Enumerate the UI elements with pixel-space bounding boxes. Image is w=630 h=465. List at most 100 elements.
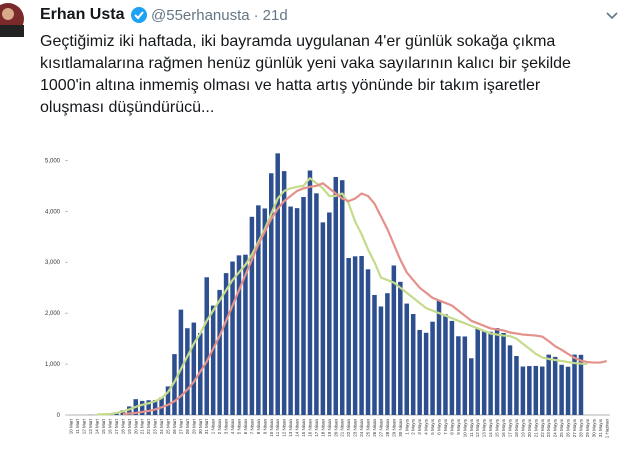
x-tick-label: 12 Mart <box>82 418 87 434</box>
y-tick-label: 4,000 <box>45 209 61 215</box>
bar <box>365 269 371 415</box>
text-line: 1000'in altına inmemiş olması ve hatta a… <box>40 77 541 94</box>
x-tick-label: 6 Nisan <box>243 419 248 435</box>
x-tick-label: 11 Nisan <box>275 419 280 437</box>
bar <box>578 354 584 415</box>
x-tick-label: 30 Nisan <box>398 419 403 437</box>
bar <box>152 400 158 415</box>
bar <box>230 261 235 415</box>
bar <box>249 216 255 415</box>
x-tick-label: 18 Nisan <box>320 419 325 437</box>
x-tick-label: 30 Mayıs <box>591 418 596 437</box>
x-tick-label: 17 Mayıs <box>507 418 512 437</box>
bar <box>378 306 384 415</box>
y-tick-label: 1,000 <box>45 362 61 368</box>
bar <box>520 366 526 415</box>
x-tick-label: 15 Nisan <box>301 419 306 437</box>
bar <box>391 265 397 415</box>
bar <box>236 255 242 415</box>
x-tick-label: 27 Mart <box>178 418 183 434</box>
menu-chevron[interactable] <box>604 8 620 24</box>
x-tick-label: 24 Nisan <box>359 419 364 437</box>
bar <box>385 293 390 415</box>
bar <box>288 206 293 415</box>
bar <box>488 331 493 415</box>
bar <box>243 254 248 415</box>
x-tick-label: 20 Mart <box>133 418 138 434</box>
x-tick-label: 13 Mart <box>88 418 93 434</box>
x-tick-label: 11 Mayıs <box>469 418 474 437</box>
x-tick-label: 11 Mart <box>75 418 80 434</box>
bar <box>372 294 377 415</box>
verified-badge <box>131 7 147 23</box>
bar <box>178 309 184 415</box>
bar <box>507 345 513 415</box>
x-tick-label: 8 Mayıs <box>449 418 454 435</box>
bar <box>527 366 532 415</box>
x-tick-label: 17 Nisan <box>314 419 319 437</box>
x-tick-label: 19 Mart <box>127 418 132 434</box>
bar <box>339 180 345 415</box>
x-tick-label: 1 Haziran <box>604 419 609 439</box>
bar <box>359 256 364 415</box>
x-tick-label: 1 Nisan <box>211 419 216 435</box>
x-tick-label: 14 Mart <box>95 418 100 434</box>
x-tick-label: 4 Mayıs <box>424 418 429 435</box>
bar <box>475 328 480 415</box>
x-tick-label: 1 Mayıs <box>404 418 409 435</box>
x-tick-label: 4 Nisan <box>230 419 235 435</box>
bar <box>410 314 416 415</box>
bar <box>281 171 287 415</box>
author[interactable]: Erhan Usta <box>40 6 125 23</box>
x-tick-label: 12 Nisan <box>282 419 287 437</box>
bar <box>449 320 455 415</box>
x-tick-label: 2 Mayıs <box>411 418 416 435</box>
avatar[interactable] <box>0 0 34 40</box>
x-tick-label: 3 Nisan <box>224 419 229 435</box>
bar <box>146 400 151 415</box>
x-tick-label: 14 Nisan <box>295 419 300 437</box>
handle[interactable]: @55erhanusta <box>151 7 250 24</box>
bar <box>204 277 209 415</box>
x-tick-label: 20 Nisan <box>333 419 338 437</box>
x-tick-label: 29 Nisan <box>391 419 396 437</box>
time[interactable]: 21d <box>262 7 288 24</box>
bar <box>223 273 229 415</box>
bar <box>462 336 468 415</box>
x-tick-label: 23 Mayıs <box>546 418 551 437</box>
x-tick-label: 18 Mayıs <box>514 418 519 437</box>
x-tick-label: 16 Nisan <box>307 419 312 437</box>
x-tick-label: 31 Mart <box>204 418 209 434</box>
x-tick-label: 23 Mart <box>153 418 158 434</box>
chart[interactable]: 0 1,000 2,000 3,000 4,000 5,000 10 Mart 11 Mart… <box>40 140 620 465</box>
x-tick-label: 24 Mart <box>159 418 164 434</box>
bar <box>256 205 261 415</box>
y-tick-label: 5,000 <box>45 158 61 164</box>
bar <box>217 289 222 415</box>
bar <box>210 305 216 415</box>
bar <box>327 212 332 415</box>
x-tick-label: 14 Mayıs <box>488 418 493 437</box>
x-tick-label: 8 Nisan <box>256 419 261 435</box>
x-tick-label: 13 Nisan <box>288 419 293 437</box>
x-tick-label: 26 Mayıs <box>566 418 571 437</box>
bar <box>539 366 545 415</box>
bar <box>546 354 551 415</box>
bar <box>333 176 339 415</box>
bar <box>417 329 422 415</box>
x-tick-label: 25 Nisan <box>366 419 371 437</box>
x-tick-label: 15 Mart <box>101 418 106 434</box>
line <box>96 177 588 416</box>
x-tick-label: 15 Mayıs <box>495 418 500 437</box>
bar <box>430 321 435 415</box>
bar <box>262 208 268 415</box>
bar <box>456 336 461 415</box>
x-tick-label: 7 Nisan <box>249 419 254 435</box>
bar <box>185 328 190 415</box>
x-tick-label: 27 Nisan <box>378 419 383 437</box>
x-tick-label: 26 Mart <box>172 418 177 434</box>
bar <box>127 406 132 415</box>
bar <box>481 331 487 415</box>
bar <box>565 366 571 415</box>
x-tick-label: 13 Mayıs <box>482 418 487 437</box>
